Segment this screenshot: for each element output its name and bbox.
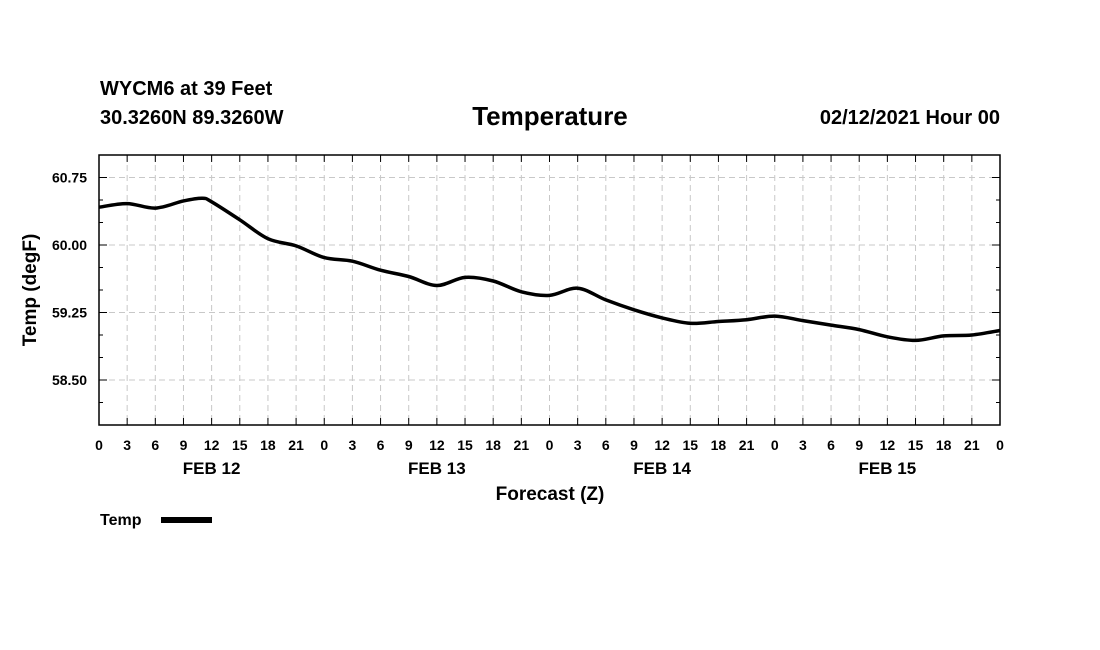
x-tick-label: 21 — [739, 437, 755, 453]
series-line-temp — [98, 196, 1001, 343]
legend-label: Temp — [100, 512, 142, 529]
x-tick-label: 6 — [827, 437, 835, 453]
x-tick-label: 15 — [908, 437, 924, 453]
grid — [99, 155, 1000, 425]
legend-line-swatch — [161, 517, 212, 523]
x-axis-title: Forecast (Z) — [496, 484, 605, 505]
x-tick-label: 18 — [936, 437, 952, 453]
y-tick-label: 59.25 — [52, 305, 87, 321]
axes: 58.50 59.25 60.00 60.75 0 3 6 9 12 15 18 21 0 3 6 9 12 15… — [52, 154, 1004, 478]
x-tick-label: 0 — [771, 437, 779, 453]
y-tick-label: 60.75 — [52, 170, 87, 186]
x-tick-label: 6 — [151, 437, 159, 453]
x-tick-label: 3 — [123, 437, 131, 453]
x-tick-label: 15 — [232, 437, 248, 453]
x-tick-label: 9 — [855, 437, 863, 453]
x-tick-label: 3 — [574, 437, 582, 453]
day-label: FEB 12 — [183, 459, 241, 478]
x-tick-label: 18 — [711, 437, 727, 453]
x-tick-label: 21 — [964, 437, 980, 453]
x-tick-label: 18 — [260, 437, 276, 453]
y-tick-label: 58.50 — [52, 372, 87, 388]
x-tick-label: 3 — [349, 437, 357, 453]
legend: Temp — [100, 512, 212, 529]
x-tick-label: 9 — [180, 437, 188, 453]
day-label: FEB 15 — [859, 459, 917, 478]
x-tick-label: 6 — [602, 437, 610, 453]
x-tick-label: 18 — [485, 437, 501, 453]
day-label: FEB 14 — [633, 459, 691, 478]
x-tick-label: 15 — [682, 437, 698, 453]
x-tick-label: 0 — [546, 437, 554, 453]
x-tick-label: 21 — [288, 437, 304, 453]
x-tick-label: 15 — [457, 437, 473, 453]
x-tick-label: 12 — [880, 437, 896, 453]
y-tick-label: 60.00 — [52, 237, 87, 253]
x-tick-label: 9 — [405, 437, 413, 453]
x-tick-label: 6 — [377, 437, 385, 453]
x-tick-label: 0 — [95, 437, 103, 453]
series-group — [98, 196, 1001, 343]
chart-title: Temperature — [472, 101, 628, 131]
x-tick-label: 21 — [514, 437, 530, 453]
x-tick-label: 12 — [204, 437, 220, 453]
x-tick-label: 12 — [429, 437, 445, 453]
x-tick-label: 3 — [799, 437, 807, 453]
x-tick-label: 12 — [654, 437, 670, 453]
x-tick-label: 0 — [320, 437, 328, 453]
coordinates-label: 30.3260N 89.3260W — [100, 107, 284, 129]
x-tick-label: 0 — [996, 437, 1004, 453]
y-axis-title: Temp (degF) — [20, 234, 41, 347]
x-tick-label: 9 — [630, 437, 638, 453]
forecast-datetime: 02/12/2021 Hour 00 — [820, 107, 1000, 129]
station-label: WYCM6 at 39 Feet — [100, 78, 273, 100]
day-label: FEB 13 — [408, 459, 466, 478]
